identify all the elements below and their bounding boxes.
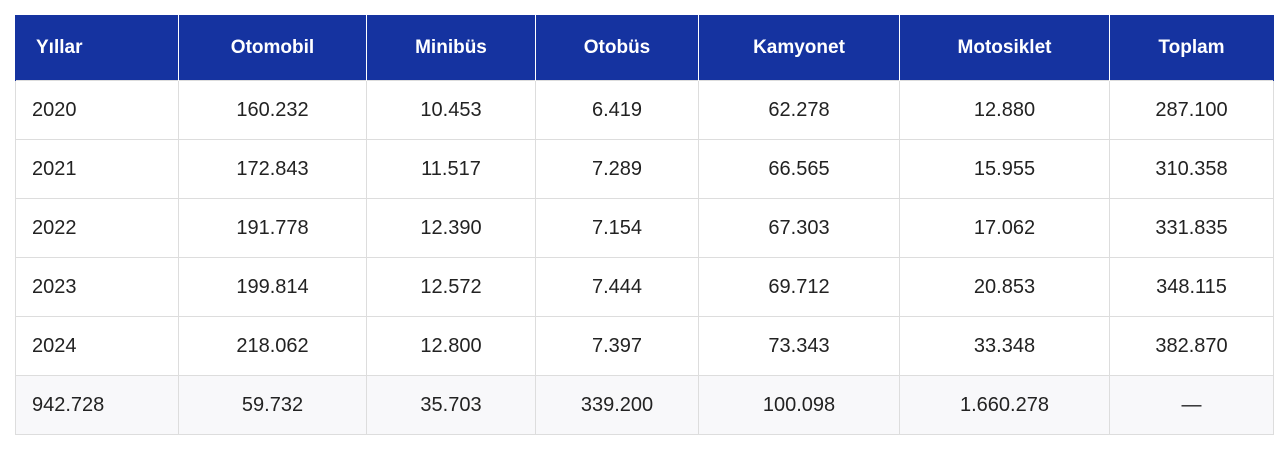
table-cell: 69.712: [698, 257, 900, 317]
table-cell: 62.278: [698, 80, 900, 140]
table-cell: 1.660.278: [899, 375, 1110, 435]
table-cell: —: [1109, 375, 1274, 435]
table-cell: 100.098: [698, 375, 900, 435]
table-cell: 12.800: [366, 316, 536, 376]
table-row: 2021 172.843 11.517 7.289 66.565 15.955 …: [15, 139, 1274, 199]
table-cell: 2023: [15, 257, 179, 317]
table-cell: 2024: [15, 316, 179, 376]
table-cell: 15.955: [899, 139, 1110, 199]
table-cell: 6.419: [535, 80, 699, 140]
data-table-container: Yıllar Otomobil Minibüs Otobüs Kamyonet …: [15, 15, 1274, 435]
table-cell: 942.728: [15, 375, 179, 435]
header-cell-automobile: Otomobil: [178, 15, 367, 81]
table-cell: 12.390: [366, 198, 536, 258]
table-cell: 2022: [15, 198, 179, 258]
header-cell-years: Yıllar: [15, 15, 179, 81]
table-header: Yıllar Otomobil Minibüs Otobüs Kamyonet …: [15, 15, 1274, 81]
table-cell: 339.200: [535, 375, 699, 435]
table-cell: 73.343: [698, 316, 900, 376]
table-cell: 35.703: [366, 375, 536, 435]
table-cell: 33.348: [899, 316, 1110, 376]
table-cell: 12.572: [366, 257, 536, 317]
header-cell-bus: Otobüs: [535, 15, 699, 81]
table-cell: 160.232: [178, 80, 367, 140]
table-cell: 7.444: [535, 257, 699, 317]
header-cell-pickup: Kamyonet: [698, 15, 900, 81]
table-cell: 17.062: [899, 198, 1110, 258]
table-cell: 310.358: [1109, 139, 1274, 199]
vehicle-statistics-table: Yıllar Otomobil Minibüs Otobüs Kamyonet …: [15, 15, 1274, 435]
table-cell: 7.154: [535, 198, 699, 258]
table-row-totals: 942.728 59.732 35.703 339.200 100.098 1.…: [15, 375, 1274, 435]
table-cell: 7.289: [535, 139, 699, 199]
table-cell: 66.565: [698, 139, 900, 199]
table-cell: 287.100: [1109, 80, 1274, 140]
table-row: 2020 160.232 10.453 6.419 62.278 12.880 …: [15, 80, 1274, 140]
table-cell: 172.843: [178, 139, 367, 199]
header-cell-minibus: Minibüs: [366, 15, 536, 81]
table-cell: 2021: [15, 139, 179, 199]
header-cell-total: Toplam: [1109, 15, 1274, 81]
table-cell: 199.814: [178, 257, 367, 317]
table-row: 2022 191.778 12.390 7.154 67.303 17.062 …: [15, 198, 1274, 258]
header-cell-motorcycle: Motosiklet: [899, 15, 1110, 81]
table-body: 2020 160.232 10.453 6.419 62.278 12.880 …: [15, 80, 1274, 435]
table-cell: 67.303: [698, 198, 900, 258]
header-row: Yıllar Otomobil Minibüs Otobüs Kamyonet …: [15, 15, 1274, 81]
table-row: 2023 199.814 12.572 7.444 69.712 20.853 …: [15, 257, 1274, 317]
table-cell: 7.397: [535, 316, 699, 376]
table-cell: 331.835: [1109, 198, 1274, 258]
table-cell: 59.732: [178, 375, 367, 435]
table-cell: 2020: [15, 80, 179, 140]
table-cell: 218.062: [178, 316, 367, 376]
table-cell: 20.853: [899, 257, 1110, 317]
table-cell: 11.517: [366, 139, 536, 199]
table-cell: 12.880: [899, 80, 1110, 140]
table-cell: 382.870: [1109, 316, 1274, 376]
table-cell: 10.453: [366, 80, 536, 140]
table-row: 2024 218.062 12.800 7.397 73.343 33.348 …: [15, 316, 1274, 376]
table-cell: 191.778: [178, 198, 367, 258]
table-cell: 348.115: [1109, 257, 1274, 317]
